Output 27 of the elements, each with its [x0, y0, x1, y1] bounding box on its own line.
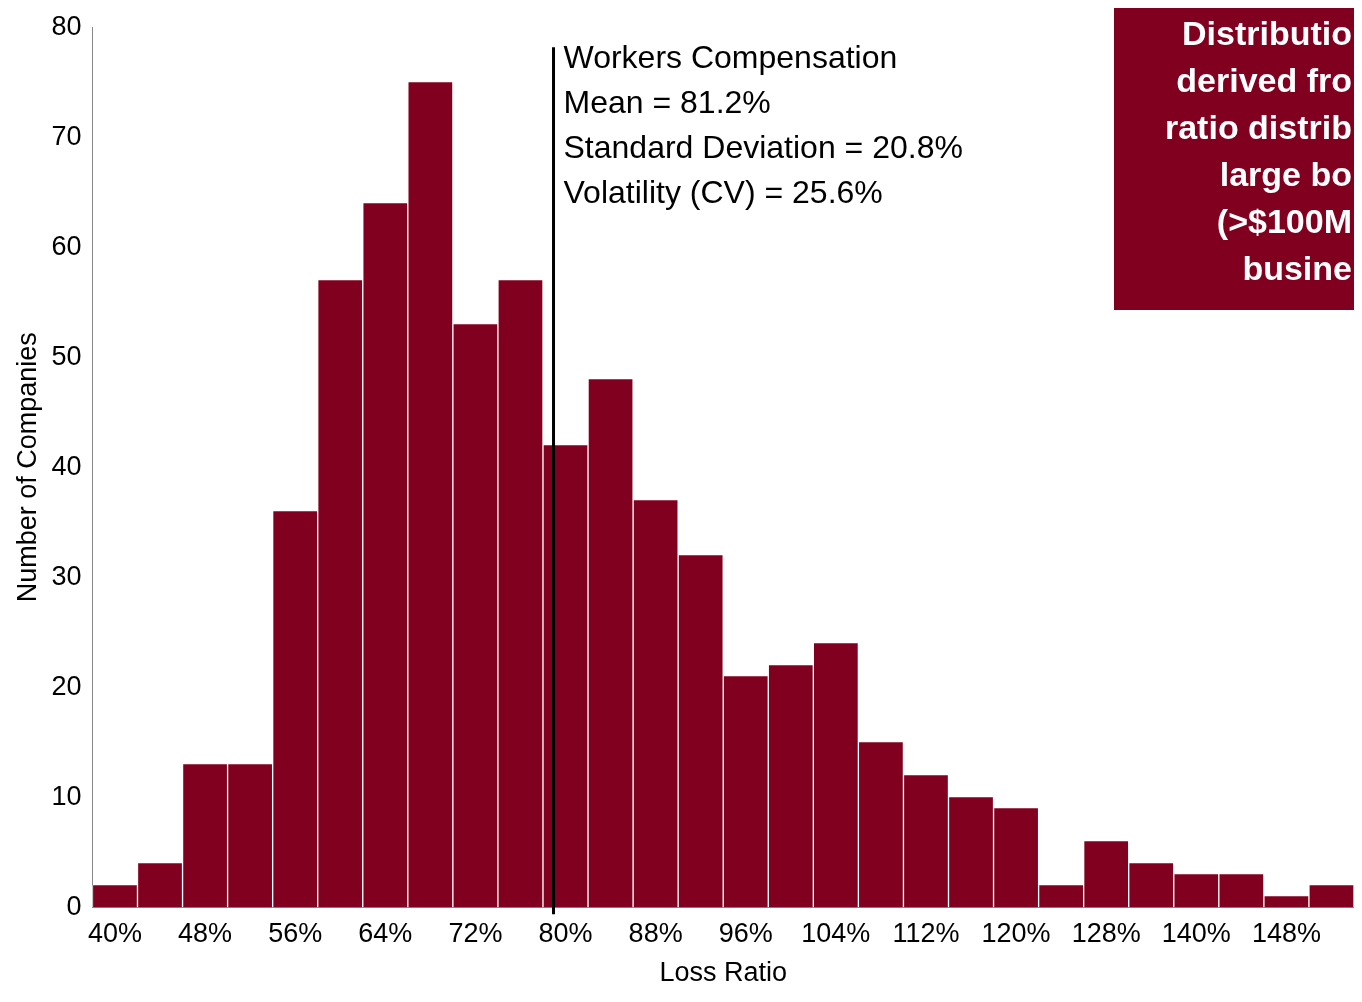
x-tick-label: 96% — [718, 917, 773, 948]
x-tick-label: 48% — [178, 917, 233, 948]
x-tick-label: 40% — [87, 917, 142, 948]
y-tick-label: 20 — [51, 670, 82, 701]
x-axis-title: Loss Ratio — [659, 957, 788, 988]
x-tick-label: 140% — [1161, 917, 1231, 948]
x-tick-label: 120% — [981, 917, 1051, 948]
x-tick-label: 128% — [1071, 917, 1141, 948]
x-tick-label: 72% — [448, 917, 503, 948]
y-tick-label: 70 — [51, 120, 82, 151]
y-tick-label: 40 — [51, 450, 82, 481]
y-tick-label: 30 — [51, 560, 82, 591]
ref-line-label: Workers Compensation Mean = 81.2% Standard Deviation = 20.8% Volatility (CV) = 25.6% — [563, 39, 963, 211]
x-tick-label: 56% — [268, 917, 323, 948]
x-tick-label: 148% — [1251, 917, 1321, 948]
x-tick-label: 64% — [358, 917, 413, 948]
y-axis-title: Number of Companies — [11, 332, 42, 603]
y-tick-label: 50 — [51, 340, 82, 371]
x-tick-label: 88% — [628, 917, 683, 948]
y-tick-label: 80 — [51, 10, 82, 41]
y-tick-label: 0 — [66, 890, 82, 921]
x-tick-label: 112% — [892, 917, 960, 948]
y-tick-label: 10 — [51, 780, 82, 811]
x-tick-label: 104% — [801, 917, 871, 948]
annotation: Distributio derived fro ratio distrib large bo (>$100M busine — [1164, 14, 1352, 288]
y-tick-label: 60 — [51, 230, 82, 261]
x-tick-label: 80% — [538, 917, 593, 948]
